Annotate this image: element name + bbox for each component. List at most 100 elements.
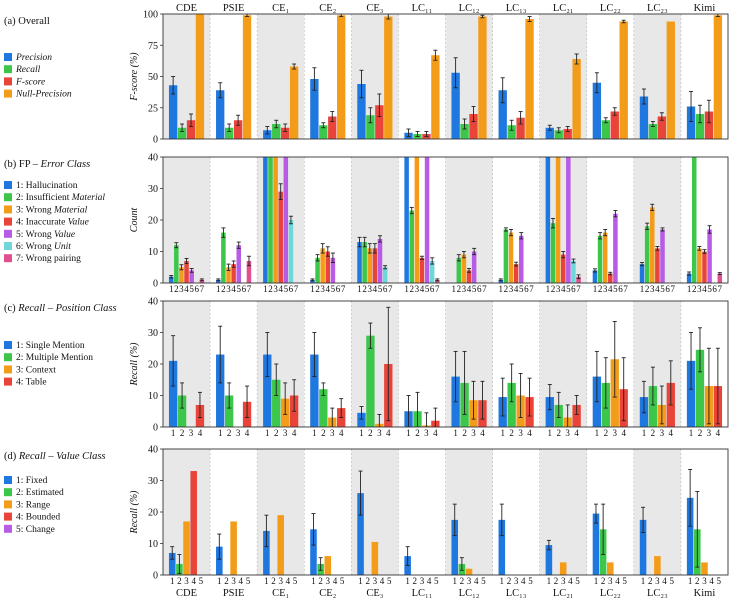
x-tick-label: 3 [514,576,519,586]
x-tick-label: 5 [378,284,383,294]
legend-swatch [4,65,12,74]
x-tick-label: 2 [318,576,323,586]
bar-LC₁₁-s1 [404,157,409,283]
x-tick-label: 2 [268,284,273,294]
bar-CDE-s3 [179,267,184,283]
x-tick-label: 2 [648,576,653,586]
x-tick-label: 5 [528,576,533,586]
bar-CE₁-s2 [272,124,281,139]
legend-swatch [4,242,12,250]
bar-LC₂₁-s5 [566,157,571,283]
x-tick-label: 1 [500,428,505,438]
bar-LC₂₁-s3 [559,562,567,575]
bar-LC₁₃-s2 [507,382,516,427]
y-tick-label: 30 [148,328,158,339]
bar-LC₁₂-s3 [469,114,478,139]
text-part: 3: Range [16,500,50,510]
x-tick-label: 4 [433,428,438,438]
x-tick-label: 2 [415,428,420,438]
x-tick-label: 2 [227,428,232,438]
x-tick-label: 4 [198,428,203,438]
bar-CE₂-s5 [330,257,336,283]
x-tick-label: 2 [271,576,276,586]
bar-CE₁-s1 [263,354,272,427]
legend-entry: Recall [15,65,41,75]
bar-CE₃-s3 [367,248,373,283]
bottom-model-label: LC₁₂ [459,588,480,599]
legend-entry: 6: Wrong Unit [16,242,71,252]
x-tick-label: 4 [380,576,385,586]
x-tick-label: 3 [509,284,514,294]
x-tick-label: 5 [340,576,345,586]
y-tick-label: 0 [153,135,158,146]
legend-swatch [4,193,12,202]
x-tick-label: 1 [265,428,270,438]
bar-LC₁₂-s3 [465,568,473,575]
bar-LC₁₁-s5 [424,157,430,283]
bar-LC₂₁-s3 [555,157,561,283]
bar-CE₂-s4 [337,15,346,139]
x-tick-label: 1 [170,576,175,586]
bar-LC₁₃-s2 [507,125,516,139]
top-model-label: Kimi [694,3,716,14]
x-tick-label: 2 [365,576,370,586]
x-tick-label: 4 [292,428,297,438]
top-model-label: CDE [176,3,197,14]
text-part: – [45,303,56,314]
x-tick-label: 2 [274,428,279,438]
x-tick-label: 4 [184,284,189,294]
x-tick-label: 4 [669,428,674,438]
x-tick-label: 3 [518,428,523,438]
y-tick-label: 30 [148,476,158,487]
x-tick-label: 3 [326,576,331,586]
legend-swatch [4,89,12,98]
x-tick-label: 4 [467,284,472,294]
x-tick-label: 5 [575,576,580,586]
x-tick-label: 4 [373,284,378,294]
x-tick-label: 1 [218,428,223,438]
bar-PSIE-s2 [224,395,234,427]
x-tick-label: 5 [613,284,618,294]
y-axis-label: F-score (%) [129,52,140,102]
x-tick-label: 4 [655,284,660,294]
bottom-model-label: LC₁₁ [412,588,433,599]
bar-LC₂₃-s1 [639,264,645,283]
bar-LC₁₁-s7 [435,279,440,283]
bar-PSIE-s5 [236,245,241,283]
bar-CDE-s2 [177,127,187,139]
bar-LC₂₃-s4 [666,21,675,139]
x-tick-label: 3 [236,428,241,438]
x-tick-label: 4 [574,428,579,438]
bar-LC₁₃-s1 [498,279,504,283]
bar-Kimi-s3 [704,111,714,139]
x-tick-label: 3 [179,284,184,294]
text-part: (a) Overall [4,16,50,27]
x-tick-label: 5 [717,576,722,586]
x-tick-label: 6 [430,284,435,294]
bar-CDE-s3 [186,120,196,139]
x-tick-label: 4 [608,284,613,294]
bar-CE₂-s3 [328,116,337,139]
bar-LC₂₁-s3 [563,129,572,139]
bottom-model-label: CE₂ [319,588,336,599]
legend-swatch [4,181,12,189]
x-tick-label: 3 [702,576,707,586]
text-part: Error Class [40,159,91,170]
x-tick-label: 6 [289,284,294,294]
bar-CE₂-s3 [320,248,325,283]
text-part: 4: Inaccurate [16,218,68,228]
bar-LC₁₂-s5 [471,251,477,283]
x-tick-label: 7 [482,284,487,294]
x-tick-label: 2 [504,284,509,294]
bar-LC₂₂-s5 [613,213,618,283]
bar-CE₃-s4 [384,16,393,139]
bar-CE₃-s2 [366,335,375,427]
legend-entry: 4: Table [16,378,47,388]
bar-CE₂-s1 [310,279,315,283]
x-tick-label: 1 [547,576,552,586]
x-tick-label: 7 [529,284,534,294]
text-part: (d) [4,451,19,462]
x-tick-label: 3 [420,576,425,586]
x-tick-label: 4 [702,284,707,294]
